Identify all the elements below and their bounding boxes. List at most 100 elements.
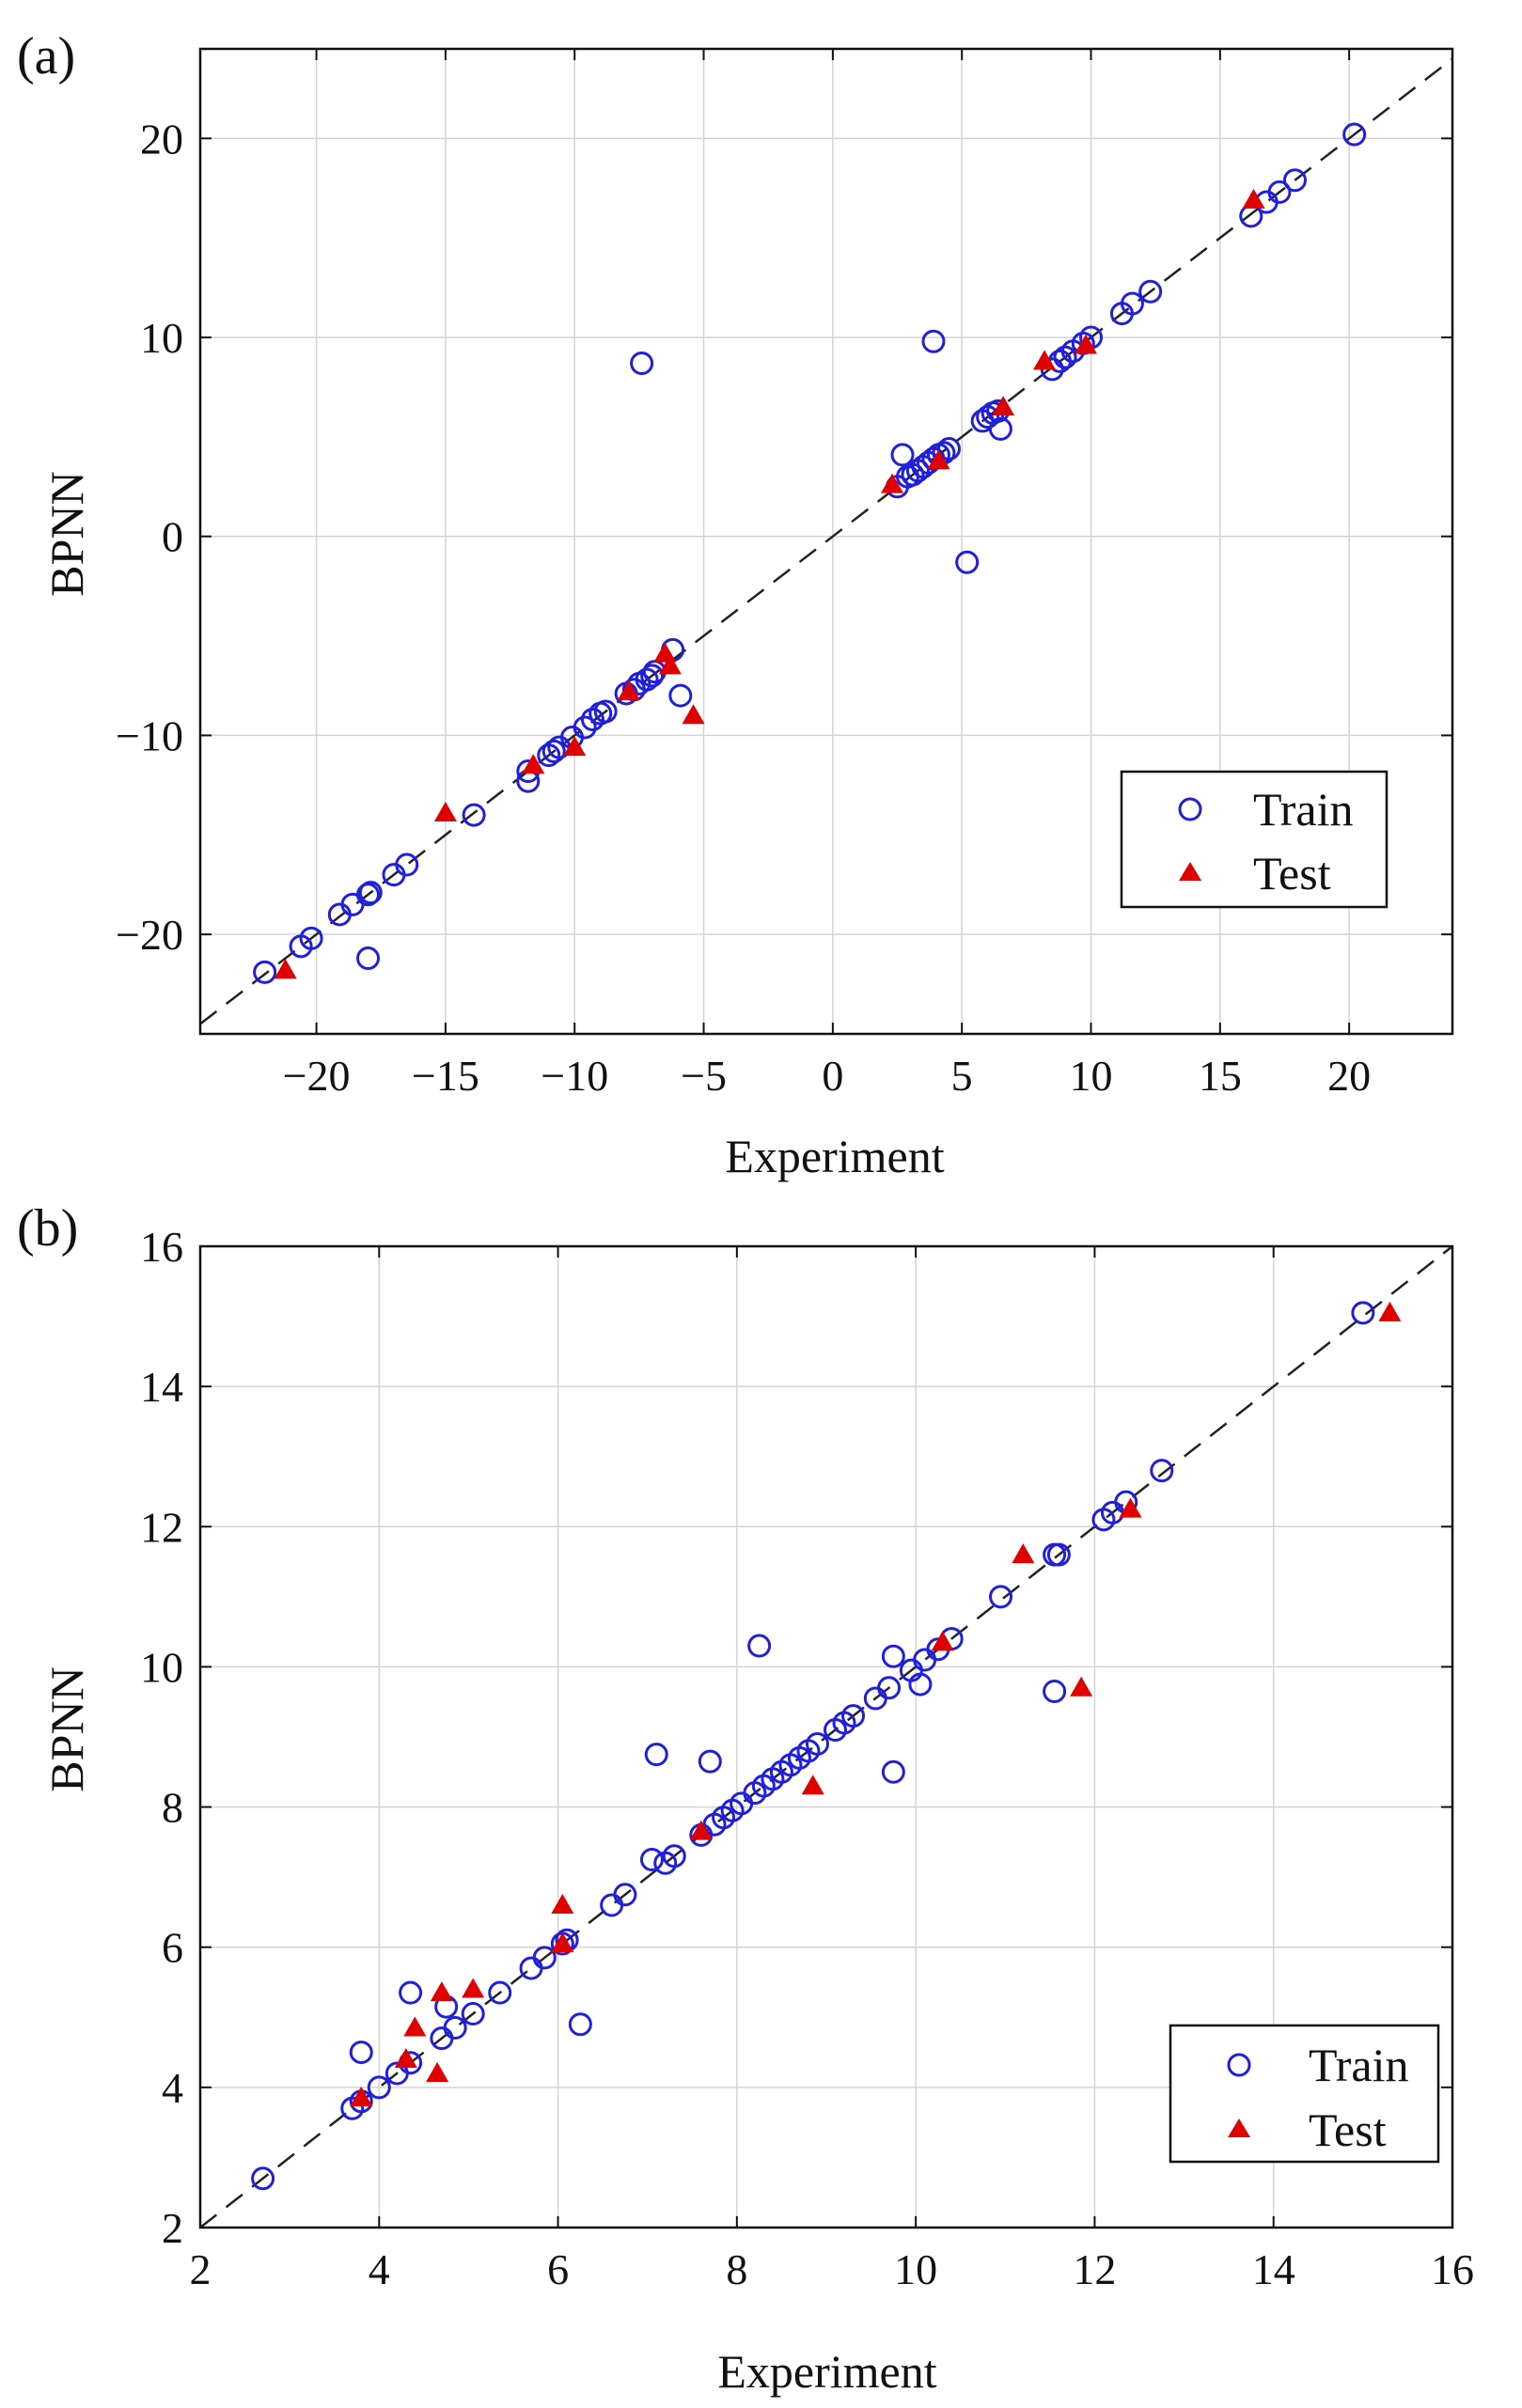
panel-b-test-point <box>1070 1676 1093 1697</box>
panel-a-ylabel: BPNN <box>40 471 93 596</box>
panel-b-test-point <box>1012 1543 1035 1564</box>
panel-b-x-tick-label: 8 <box>726 2245 747 2293</box>
panel-b-train-point <box>805 1731 829 1756</box>
panel-a-xlabel: Experiment <box>725 1130 944 1182</box>
panel-a-legend: Train Test <box>1120 770 1389 909</box>
panel-b-y-tick-label: 12 <box>140 1503 183 1551</box>
panel-a-test-point <box>522 754 545 774</box>
panel-b-legend-test-label: Test <box>1309 2103 1387 2156</box>
panel-b-train-point <box>908 1672 933 1697</box>
panel-a-train-point <box>890 443 915 467</box>
panel-b-test-point <box>462 1978 485 1998</box>
panel-b-y-tick-label: 8 <box>162 1784 183 1832</box>
panel-a-test-point <box>1242 188 1265 209</box>
panel-a-test-point <box>927 449 950 470</box>
panel-a-y-tick-label: 20 <box>140 115 183 163</box>
panel-a-train-point <box>630 352 654 376</box>
panel-a-test-point <box>563 736 587 757</box>
panel-b-x-tick-label: 14 <box>1252 2245 1295 2293</box>
panel-a-x-tick-label: 0 <box>822 1052 843 1100</box>
panel-b-legend: Train Test <box>1169 2024 1440 2164</box>
panel-b-plot-area: 2 4 6 8 10 12 14 16 2 4 6 8 10 12 14 16 <box>140 1223 1474 2293</box>
panel-a-test-point <box>682 704 705 725</box>
panel-b-test-point <box>931 1631 954 1651</box>
panel-b-xlabel: Experiment <box>717 2345 936 2398</box>
panel-a-train-point <box>1342 122 1367 147</box>
panel-a-legend-box <box>1120 770 1389 909</box>
panel-b-train-point <box>443 2015 467 2040</box>
panel-a-train-point <box>462 803 486 827</box>
panel-a-legend-test-label: Test <box>1253 847 1331 899</box>
panel-b-y-tick-label: 10 <box>140 1643 183 1691</box>
panel-a-x-tick-label: −20 <box>283 1052 351 1100</box>
panel-b-test-point <box>350 2087 373 2107</box>
panel-a-train-point <box>635 667 659 692</box>
panel-a-y-tick-label: −20 <box>116 911 183 959</box>
panel-a-test-point <box>433 801 457 821</box>
panel-a-train-point <box>936 437 961 461</box>
panel-b-train-point <box>367 2075 391 2100</box>
panel-a-train-point <box>573 715 597 740</box>
panel-b-x-tick-label: 6 <box>547 2245 569 2293</box>
panel-b-train-point <box>1150 1459 1174 1483</box>
panel-b-y-tick-label: 6 <box>162 1924 183 1972</box>
panel-a-x-tick-label: 10 <box>1070 1052 1113 1100</box>
panel-a-test-point <box>992 396 1015 416</box>
panel-b-ylabel: BPNN <box>40 1666 93 1791</box>
panel-a-train-point <box>358 881 383 905</box>
panel-b-train-point <box>613 1883 637 1907</box>
panel-a-label: (a) <box>17 27 75 86</box>
panel-a-train-point <box>356 946 381 971</box>
panel-a-train-point <box>299 926 323 950</box>
panel-b-train-point <box>461 2002 485 2026</box>
panel-b-train-point <box>1043 1680 1067 1704</box>
panel-b-train-point <box>841 1704 866 1728</box>
panel-b-train-point <box>399 1980 423 2005</box>
panel-b-train-point <box>881 1644 905 1668</box>
panel-b-legend-test-marker <box>1228 2119 1250 2137</box>
panel-b-train-point <box>662 1844 686 1869</box>
panel-a-plot-area: −20 −15 −10 −5 0 5 10 15 20 −20 −10 0 10 20 <box>116 47 1454 1100</box>
panel-b-train-point <box>881 1759 905 1784</box>
panel-a-x-tick-label: 5 <box>951 1052 973 1100</box>
panel-a-train-point <box>541 739 566 763</box>
panel-b-y-tick-label: 14 <box>140 1363 183 1411</box>
panel-b-train-point <box>877 1676 902 1700</box>
panel-a-test-point <box>1075 334 1098 354</box>
panel-b-legend-box <box>1169 2024 1440 2164</box>
panel-b-y-tick-label: 4 <box>162 2064 183 2112</box>
panel-a-test-point <box>1033 350 1057 370</box>
panel-a-axes-frame <box>198 47 1454 1036</box>
panel-a-test-point <box>617 680 640 700</box>
panel-a-legend-train-label: Train <box>1253 783 1354 836</box>
panel-b-test-point <box>430 1981 453 2002</box>
panel-b-axes-frame <box>198 1244 1454 2229</box>
panel-b-label: (b) <box>17 1199 78 1258</box>
panel-b-y-tick-label: 2 <box>162 2204 183 2252</box>
panel-a-train-point <box>1120 291 1144 316</box>
panel-b-train-point <box>644 1743 668 1767</box>
panel-a-test-point <box>881 473 904 493</box>
panel-b-train-point <box>989 1585 1013 1609</box>
panel-a-x-tick-label: −5 <box>681 1052 727 1100</box>
panel-a-train-point <box>580 707 604 731</box>
panel-a-train-point <box>988 416 1012 441</box>
panel-a-legend-train-marker <box>1178 797 1202 821</box>
panel-a-y-tick-label: 10 <box>140 314 183 362</box>
panel-b-test-point <box>551 1931 574 1952</box>
panel-a-train-point <box>1053 345 1077 369</box>
panel-a-train-point <box>921 329 946 353</box>
panel-a-test-point <box>658 654 682 675</box>
panel-a-x-tick-label: 15 <box>1199 1052 1242 1100</box>
panel-b-x-tick-label: 12 <box>1073 2245 1116 2293</box>
panel-a-legend-test-marker <box>1179 862 1201 881</box>
panel-b-legend-train-label: Train <box>1309 2039 1409 2091</box>
panel-a-train-point <box>395 852 419 877</box>
panel-a-train-point <box>253 960 277 984</box>
panel-b-x-tick-label: 2 <box>190 2245 212 2293</box>
panel-b-train-point <box>698 1749 722 1774</box>
panel-b-x-tick-label: 4 <box>369 2245 390 2293</box>
panel-b-train-point <box>568 2012 592 2037</box>
panel-b-train-point <box>1351 1301 1375 1325</box>
